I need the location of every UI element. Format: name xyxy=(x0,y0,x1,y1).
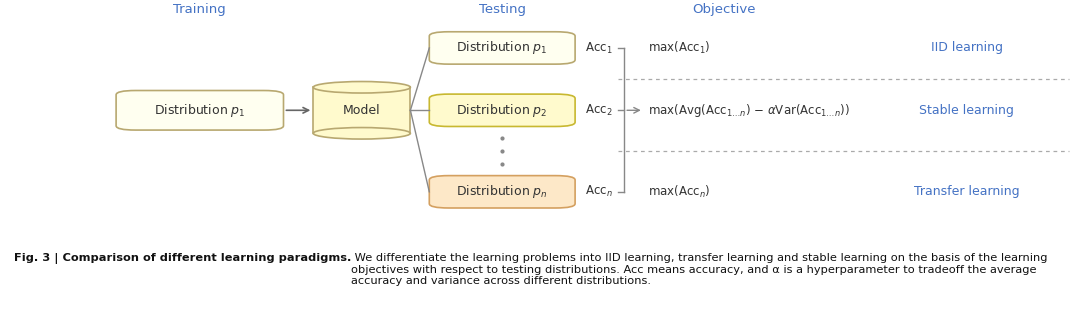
Text: Acc$_2$: Acc$_2$ xyxy=(585,103,612,118)
Ellipse shape xyxy=(313,82,410,93)
Polygon shape xyxy=(313,87,410,133)
Text: Distribution $p_1$: Distribution $p_1$ xyxy=(154,102,245,119)
FancyBboxPatch shape xyxy=(117,91,283,130)
Text: Training: Training xyxy=(174,3,226,16)
Text: Distribution $p_n$: Distribution $p_n$ xyxy=(457,183,548,200)
Text: Transfer learning: Transfer learning xyxy=(914,185,1020,198)
FancyBboxPatch shape xyxy=(430,32,576,64)
Text: Distribution $p_1$: Distribution $p_1$ xyxy=(457,39,548,57)
Ellipse shape xyxy=(313,128,410,139)
Text: Distribution $p_2$: Distribution $p_2$ xyxy=(457,102,548,119)
FancyBboxPatch shape xyxy=(430,94,576,127)
Text: We differentiate the learning problems into IID learning, transfer learning and : We differentiate the learning problems i… xyxy=(351,253,1048,286)
Text: max(Acc$_1$): max(Acc$_1$) xyxy=(648,40,711,56)
Text: max(Avg(Acc$_{1\ldots n}$) $-$ $\alpha$Var(Acc$_{1\ldots n}$)): max(Avg(Acc$_{1\ldots n}$) $-$ $\alpha$V… xyxy=(648,102,850,119)
Text: Model: Model xyxy=(343,104,380,117)
Text: Acc$_n$: Acc$_n$ xyxy=(585,184,613,199)
Text: Fig. 3 | Comparison of different learning paradigms.: Fig. 3 | Comparison of different learnin… xyxy=(14,253,351,264)
Text: Objective: Objective xyxy=(692,3,755,16)
Text: max(Acc$_n$): max(Acc$_n$) xyxy=(648,184,711,200)
Text: Testing: Testing xyxy=(478,3,526,16)
FancyBboxPatch shape xyxy=(430,175,576,208)
Text: Stable learning: Stable learning xyxy=(919,104,1014,117)
Text: Acc$_1$: Acc$_1$ xyxy=(585,40,613,56)
Text: IID learning: IID learning xyxy=(931,41,1002,55)
